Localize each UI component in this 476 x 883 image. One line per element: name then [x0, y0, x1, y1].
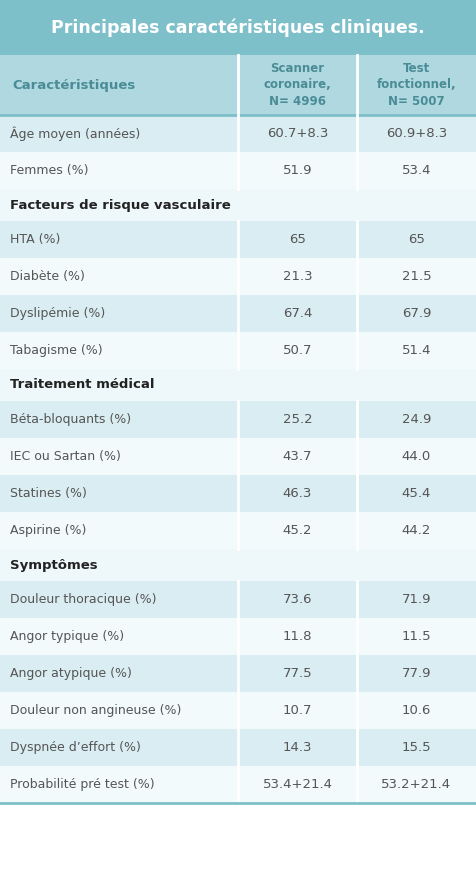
Text: Béta-bloquants (%): Béta-bloquants (%) [10, 413, 131, 426]
Bar [0, 803, 476, 883]
Text: Douleur thoracique (%): Douleur thoracique (%) [10, 593, 157, 606]
Text: Angor typique (%): Angor typique (%) [10, 630, 124, 643]
Text: Probabilité pré test (%): Probabilité pré test (%) [10, 778, 155, 791]
Bar [0, 0, 476, 55]
Text: 51.9: 51.9 [283, 164, 312, 177]
Text: 77.9: 77.9 [402, 667, 431, 680]
Text: 73.6: 73.6 [283, 593, 312, 606]
Text: Test
fonctionnel,
N= 5007: Test fonctionnel, N= 5007 [377, 62, 456, 108]
Text: Femmes (%): Femmes (%) [10, 164, 89, 177]
Text: 45.2: 45.2 [283, 524, 312, 537]
Text: 11.8: 11.8 [283, 630, 312, 643]
Text: 51.4: 51.4 [402, 344, 431, 357]
Text: 60.7+8.3: 60.7+8.3 [267, 127, 328, 140]
Bar [0, 729, 476, 766]
Text: 53.4: 53.4 [402, 164, 431, 177]
Text: 25.2: 25.2 [283, 413, 312, 426]
Text: 60.9+8.3: 60.9+8.3 [386, 127, 447, 140]
Text: 10.7: 10.7 [283, 704, 312, 717]
Bar [0, 221, 476, 258]
Text: 65: 65 [408, 233, 425, 246]
Bar [0, 692, 476, 729]
Text: 10.6: 10.6 [402, 704, 431, 717]
Bar [0, 295, 476, 332]
Text: Traitement médical: Traitement médical [10, 379, 155, 391]
Text: 46.3: 46.3 [283, 487, 312, 500]
Text: 14.3: 14.3 [283, 741, 312, 754]
Text: Aspirine (%): Aspirine (%) [10, 524, 86, 537]
Bar [0, 189, 476, 221]
Text: Douleur non angineuse (%): Douleur non angineuse (%) [10, 704, 181, 717]
Text: HTA (%): HTA (%) [10, 233, 60, 246]
Text: 11.5: 11.5 [402, 630, 431, 643]
Bar [0, 512, 476, 549]
Text: 67.9: 67.9 [402, 307, 431, 320]
Bar [0, 152, 476, 189]
Bar [0, 475, 476, 512]
Text: Diabète (%): Diabète (%) [10, 270, 85, 283]
Text: Angor atypique (%): Angor atypique (%) [10, 667, 132, 680]
Text: 15.5: 15.5 [402, 741, 431, 754]
Text: 77.5: 77.5 [283, 667, 312, 680]
Bar [0, 369, 476, 401]
Text: Dyslipémie (%): Dyslipémie (%) [10, 307, 105, 320]
Text: 50.7: 50.7 [283, 344, 312, 357]
Bar [0, 766, 476, 803]
Text: 67.4: 67.4 [283, 307, 312, 320]
Bar [0, 549, 476, 581]
Bar [0, 438, 476, 475]
Text: Scanner
coronaire,
N= 4996: Scanner coronaire, N= 4996 [264, 62, 331, 108]
Bar [0, 55, 476, 115]
Text: 44.0: 44.0 [402, 450, 431, 463]
Text: Tabagisme (%): Tabagisme (%) [10, 344, 103, 357]
Text: 45.4: 45.4 [402, 487, 431, 500]
Text: Âge moyen (années): Âge moyen (années) [10, 126, 140, 140]
Text: IEC ou Sartan (%): IEC ou Sartan (%) [10, 450, 121, 463]
Bar [0, 332, 476, 369]
Text: 53.4+21.4: 53.4+21.4 [262, 778, 333, 791]
Bar [0, 115, 476, 152]
Text: 24.9: 24.9 [402, 413, 431, 426]
Bar [0, 401, 476, 438]
Bar [0, 618, 476, 655]
Bar [0, 655, 476, 692]
Text: 21.3: 21.3 [283, 270, 312, 283]
Bar [0, 581, 476, 618]
Text: Dyspnée d’effort (%): Dyspnée d’effort (%) [10, 741, 141, 754]
Text: Facteurs de risque vasculaire: Facteurs de risque vasculaire [10, 199, 231, 212]
Text: Symptômes: Symptômes [10, 559, 98, 571]
Text: Caractéristiques: Caractéristiques [12, 79, 135, 92]
Text: 71.9: 71.9 [402, 593, 431, 606]
Text: 43.7: 43.7 [283, 450, 312, 463]
Text: 65: 65 [289, 233, 306, 246]
Bar [0, 258, 476, 295]
Text: 44.2: 44.2 [402, 524, 431, 537]
Text: 53.2+21.4: 53.2+21.4 [381, 778, 452, 791]
Text: 21.5: 21.5 [402, 270, 431, 283]
Text: Statines (%): Statines (%) [10, 487, 87, 500]
Text: Principales caractéristiques cliniques.: Principales caractéristiques cliniques. [51, 19, 425, 37]
